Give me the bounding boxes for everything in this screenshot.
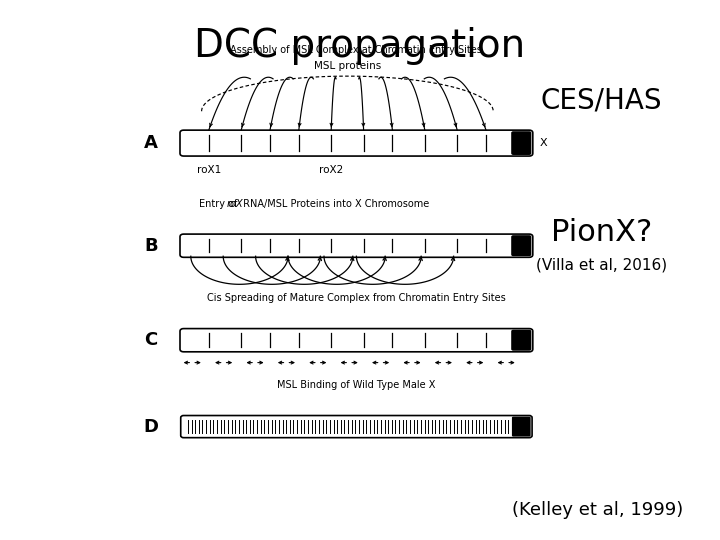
Text: Cis Spreading of Mature Complex from Chromatin Entry Sites: Cis Spreading of Mature Complex from Chr… <box>207 293 505 303</box>
Text: MSL proteins: MSL proteins <box>314 60 381 71</box>
FancyBboxPatch shape <box>180 234 533 257</box>
Text: MSL Binding of Wild Type Male X: MSL Binding of Wild Type Male X <box>277 380 436 390</box>
FancyBboxPatch shape <box>511 235 531 256</box>
Text: (Villa et al, 2016): (Villa et al, 2016) <box>536 257 667 272</box>
Text: A: A <box>144 134 158 152</box>
Text: D: D <box>144 417 158 436</box>
Text: DCC propagation: DCC propagation <box>194 27 526 65</box>
Text: roX1: roX1 <box>197 165 221 176</box>
FancyBboxPatch shape <box>512 417 531 436</box>
Text: roX2: roX2 <box>319 165 343 176</box>
Text: PionX?: PionX? <box>551 218 652 247</box>
Text: roX: roX <box>227 199 243 208</box>
Text: Entry of: Entry of <box>199 199 241 208</box>
Text: C: C <box>145 331 158 349</box>
FancyBboxPatch shape <box>180 328 533 352</box>
Text: RNA/MSL Proteins into X Chromosome: RNA/MSL Proteins into X Chromosome <box>240 199 429 208</box>
FancyBboxPatch shape <box>181 416 532 437</box>
Text: X: X <box>540 138 548 148</box>
Text: Assembly of MSL Complex at Chromatin Entry Sites: Assembly of MSL Complex at Chromatin Ent… <box>230 44 482 55</box>
FancyBboxPatch shape <box>511 329 531 351</box>
Text: (Kelley et al, 1999): (Kelley et al, 1999) <box>512 501 683 519</box>
FancyBboxPatch shape <box>180 130 533 156</box>
FancyBboxPatch shape <box>511 131 531 155</box>
Text: CES/HAS: CES/HAS <box>541 86 662 114</box>
Text: B: B <box>145 237 158 255</box>
